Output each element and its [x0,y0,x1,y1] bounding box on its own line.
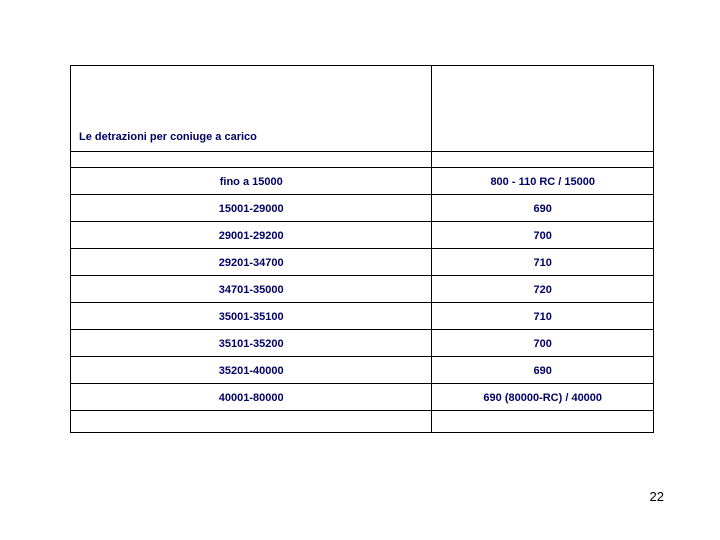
value-cell: 690 [534,365,552,377]
value-cell: 690 (80000-RC) / 40000 [483,392,602,404]
table-row: 40001-80000 690 (80000-RC) / 40000 [71,384,654,411]
deductions-table: Le detrazioni per coniuge a carico fino … [70,65,654,433]
table-tail-row [71,411,654,433]
range-cell: 40001-80000 [219,392,284,404]
table-row: 35201-40000 690 [71,357,654,384]
value-cell: 700 [534,338,552,350]
range-cell: 15001-29000 [219,203,284,215]
range-cell: 34701-35000 [219,284,284,296]
table-row: fino a 15000 800 - 110 RC / 15000 [71,168,654,195]
table-spacer-row [71,152,654,168]
range-cell: 29201-34700 [219,257,284,269]
page-number: 22 [650,489,664,504]
table-row: 35101-35200 700 [71,330,654,357]
table-row: 15001-29000 690 [71,195,654,222]
table-header-row: Le detrazioni per coniuge a carico [71,66,654,152]
range-cell: 35001-35100 [219,311,284,323]
value-cell: 720 [534,284,552,296]
value-cell: 710 [534,311,552,323]
table-title: Le detrazioni per coniuge a carico [79,131,257,143]
value-cell: 700 [534,230,552,242]
range-cell: 29001-29200 [219,230,284,242]
value-cell: 710 [534,257,552,269]
table-row: 35001-35100 710 [71,303,654,330]
table-row: 29001-29200 700 [71,222,654,249]
value-cell: 800 - 110 RC / 15000 [490,176,595,188]
range-cell: fino a 15000 [220,176,283,188]
table-row: 34701-35000 720 [71,276,654,303]
deductions-table-container: Le detrazioni per coniuge a carico fino … [70,65,654,433]
table-row: 29201-34700 710 [71,249,654,276]
value-cell: 690 [534,203,552,215]
range-cell: 35101-35200 [219,338,284,350]
range-cell: 35201-40000 [219,365,284,377]
